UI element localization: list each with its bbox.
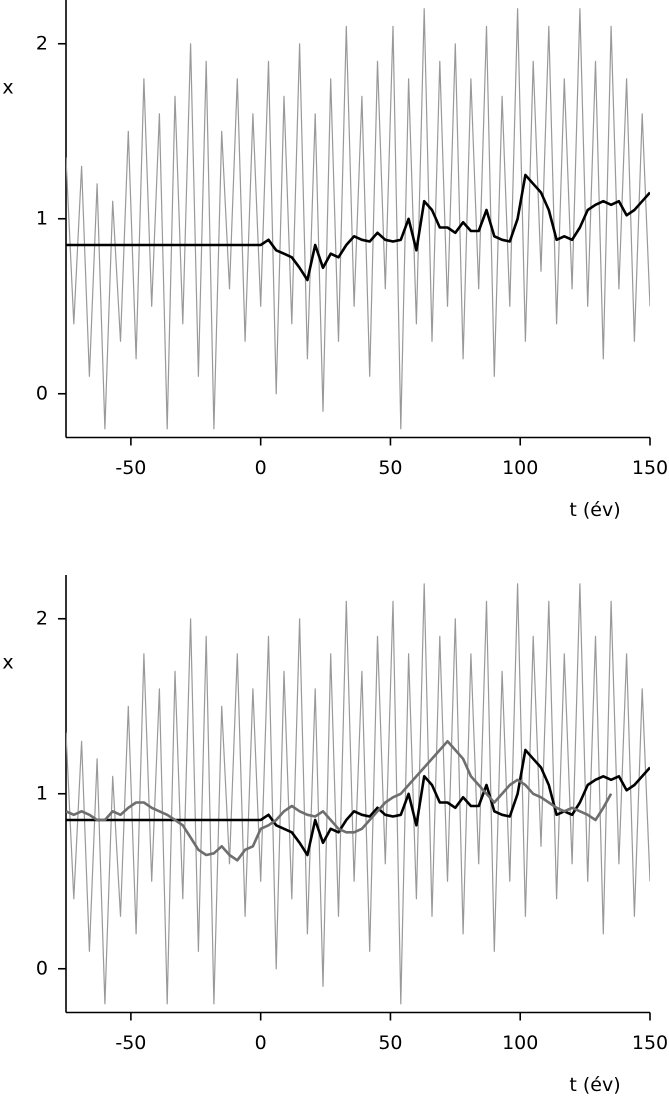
x-tick-label: 100 — [502, 457, 538, 479]
x-tick-label: 0 — [255, 457, 267, 479]
x-tick-label: 50 — [378, 1032, 402, 1054]
y-tick-label: 0 — [36, 382, 48, 404]
x-tick-label: 50 — [378, 457, 402, 479]
y-tick-label: 0 — [36, 957, 48, 979]
x-tick-label: 150 — [632, 1032, 668, 1054]
series-line — [66, 173, 650, 282]
x-axis-label: t (év) — [569, 1074, 620, 1096]
x-axis-label: t (év) — [569, 499, 620, 521]
y-axis-label: x — [2, 77, 13, 99]
series-line — [66, 583, 650, 1005]
x-tick-label: -50 — [115, 457, 146, 479]
series-line — [66, 8, 650, 430]
x-tick-label: -50 — [115, 1032, 146, 1054]
x-tick-label: 100 — [502, 1032, 538, 1054]
series-line — [66, 740, 613, 862]
x-tick-label: 150 — [632, 457, 668, 479]
y-tick-label: 1 — [36, 207, 48, 229]
x-tick-label: 0 — [255, 1032, 267, 1054]
y-tick-label: 2 — [36, 607, 48, 629]
y-axis-label: x — [2, 652, 13, 674]
series-line — [66, 748, 650, 857]
y-tick-label: 1 — [36, 782, 48, 804]
y-tick-label: 2 — [36, 32, 48, 54]
